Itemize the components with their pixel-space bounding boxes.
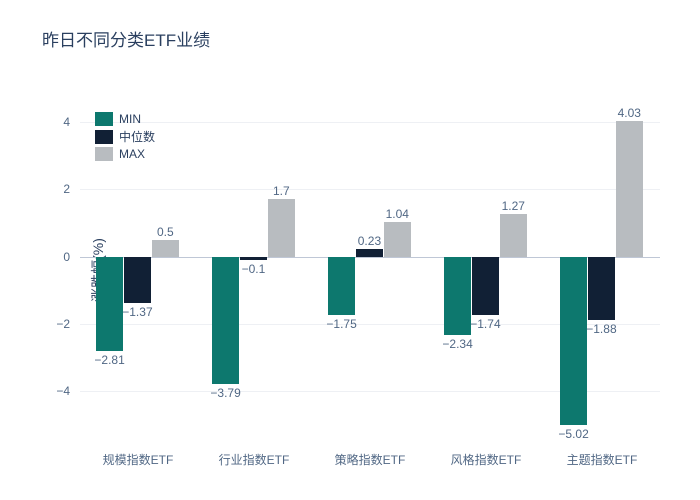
legend-label: MIN: [119, 112, 141, 126]
y-tick: 0: [30, 250, 70, 264]
legend-swatch: [95, 147, 113, 161]
y-tick: −4: [30, 384, 70, 398]
bar-value-label: 1.04: [386, 207, 409, 221]
bar: [616, 121, 643, 257]
plot-area: 涨跌幅(%) −4−2024−2.81−1.370.5规模指数ETF−3.79−…: [80, 95, 660, 445]
bar: [328, 257, 355, 316]
bar: [472, 257, 499, 316]
x-tick: 行业指数ETF: [219, 451, 290, 468]
legend: MIN 中位数 MAX: [95, 112, 155, 163]
bar: [444, 257, 471, 336]
bar-value-label: −1.88: [586, 322, 616, 336]
legend-item: 中位数: [95, 128, 155, 145]
bar-value-label: 1.7: [273, 184, 290, 198]
bar: [240, 257, 267, 260]
bar: [384, 222, 411, 257]
y-tick: 2: [30, 182, 70, 196]
x-tick: 策略指数ETF: [335, 451, 406, 468]
bar: [500, 214, 527, 257]
legend-label: 中位数: [119, 128, 155, 145]
bar: [124, 257, 151, 303]
bar-value-label: −1.37: [122, 305, 152, 319]
grid-line: [80, 122, 660, 123]
x-tick: 规模指数ETF: [103, 451, 174, 468]
bar-value-label: −2.81: [94, 353, 124, 367]
legend-label: MAX: [119, 147, 145, 161]
chart-title: 昨日不同分类ETF业绩: [42, 26, 210, 51]
bar-value-label: 1.27: [502, 199, 525, 213]
bar-value-label: −1.75: [326, 317, 356, 331]
bar: [96, 257, 123, 352]
bar-value-label: −2.34: [442, 337, 472, 351]
bar-value-label: 0.5: [157, 225, 174, 239]
x-tick: 主题指数ETF: [567, 451, 638, 468]
y-tick: −2: [30, 317, 70, 331]
bar: [560, 257, 587, 426]
bar: [152, 240, 179, 257]
bar-value-label: −3.79: [210, 386, 240, 400]
bar: [356, 249, 383, 257]
bar-value-label: 0.23: [358, 234, 381, 248]
bar: [268, 199, 295, 256]
bar-value-label: −0.1: [242, 262, 266, 276]
legend-swatch: [95, 112, 113, 126]
bar: [588, 257, 615, 320]
legend-item: MIN: [95, 112, 155, 126]
legend-swatch: [95, 130, 113, 144]
bar: [212, 257, 239, 385]
bar-value-label: 4.03: [618, 106, 641, 120]
grid-line: [80, 189, 660, 190]
y-tick: 4: [30, 115, 70, 129]
bar-value-label: −1.74: [470, 317, 500, 331]
bar-value-label: −5.02: [558, 427, 588, 441]
x-tick: 风格指数ETF: [451, 451, 522, 468]
chart-container: 昨日不同分类ETF业绩 涨跌幅(%) −4−2024−2.81−1.370.5规…: [0, 0, 700, 500]
legend-item: MAX: [95, 147, 155, 161]
